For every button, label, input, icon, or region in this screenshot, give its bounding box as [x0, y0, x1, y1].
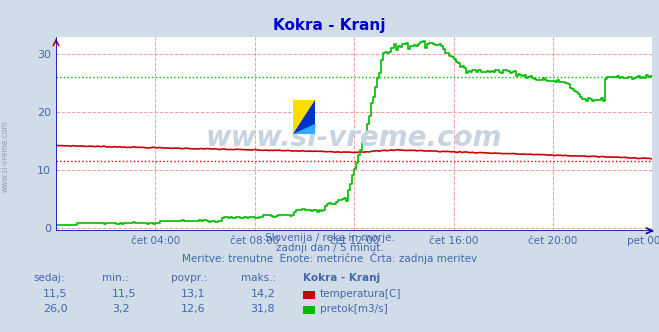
Text: min.:: min.: — [102, 273, 129, 283]
Text: 12,6: 12,6 — [181, 304, 206, 314]
Text: povpr.:: povpr.: — [171, 273, 208, 283]
Polygon shape — [293, 100, 304, 134]
Text: Kokra - Kranj: Kokra - Kranj — [273, 18, 386, 33]
Text: zadnji dan / 5 minut.: zadnji dan / 5 minut. — [275, 243, 384, 253]
Text: maks.:: maks.: — [241, 273, 275, 283]
Text: Slovenija / reke in morje.: Slovenija / reke in morje. — [264, 233, 395, 243]
Text: 14,2: 14,2 — [250, 289, 275, 299]
Text: 3,2: 3,2 — [112, 304, 130, 314]
Text: sedaj:: sedaj: — [33, 273, 65, 283]
Text: pretok[m3/s]: pretok[m3/s] — [320, 304, 387, 314]
Polygon shape — [293, 100, 315, 134]
Text: www.si-vreme.com: www.si-vreme.com — [1, 120, 10, 192]
Text: 11,5: 11,5 — [112, 289, 136, 299]
Polygon shape — [293, 124, 315, 134]
Text: 13,1: 13,1 — [181, 289, 206, 299]
Text: Kokra - Kranj: Kokra - Kranj — [303, 273, 380, 283]
Text: Meritve: trenutne  Enote: metrične  Črta: zadnja meritev: Meritve: trenutne Enote: metrične Črta: … — [182, 252, 477, 264]
Text: www.si-vreme.com: www.si-vreme.com — [206, 124, 502, 151]
Text: 11,5: 11,5 — [43, 289, 67, 299]
Text: temperatura[C]: temperatura[C] — [320, 289, 401, 299]
Text: 26,0: 26,0 — [43, 304, 67, 314]
Polygon shape — [293, 100, 315, 134]
Text: 31,8: 31,8 — [250, 304, 275, 314]
